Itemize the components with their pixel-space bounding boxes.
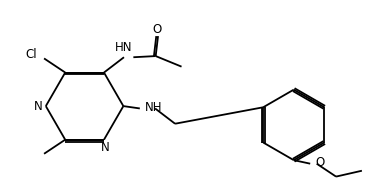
Text: N: N (101, 141, 109, 154)
Text: O: O (152, 23, 161, 36)
Text: N: N (34, 100, 43, 113)
Text: Cl: Cl (26, 48, 37, 61)
Text: HN: HN (115, 41, 133, 54)
Text: O: O (315, 156, 324, 169)
Text: NH: NH (144, 101, 162, 114)
